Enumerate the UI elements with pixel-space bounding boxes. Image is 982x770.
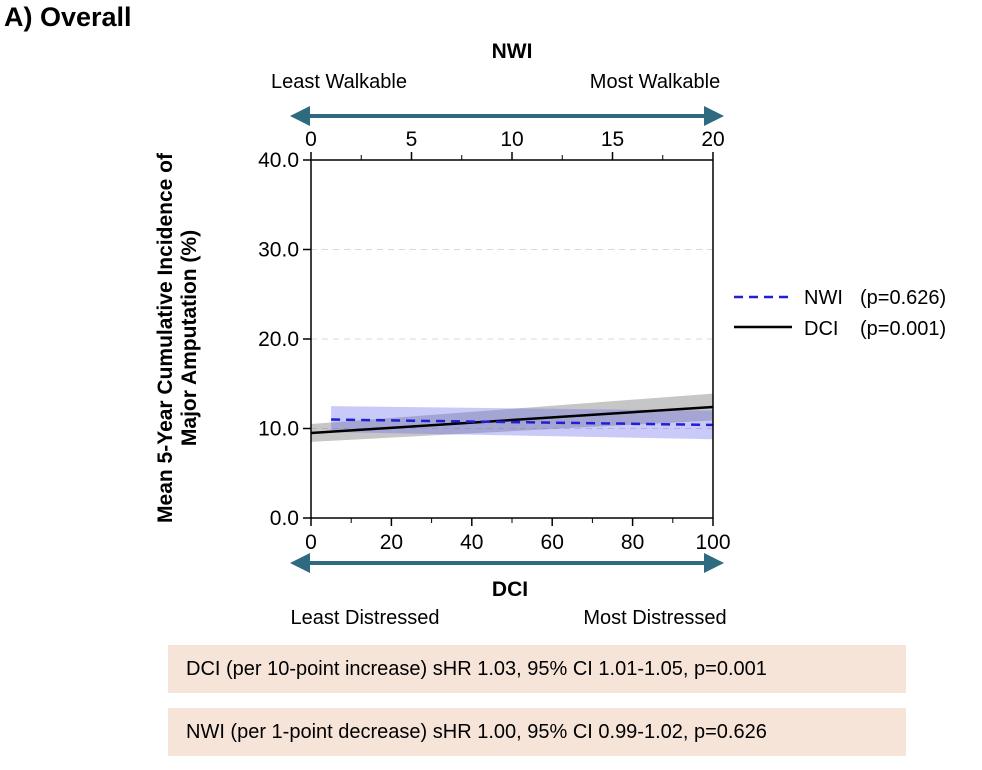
y-axis-label-line2: Major Amputation (%)	[178, 230, 201, 446]
dci-ticks: 0 20 40 60 80 100	[305, 518, 731, 554]
dci-tick-label: 40	[460, 531, 483, 554]
nwi-tick-label: 5	[406, 128, 418, 151]
y-tick-label: 30.0	[258, 239, 299, 262]
dci-result-box: DCI (per 10-point increase) sHR 1.03, 95…	[168, 645, 906, 693]
top-axis-name: NWI	[491, 40, 533, 63]
legend-dci-p: (p=0.001)	[860, 318, 946, 340]
nwi-result-box: NWI (per 1-point decrease) sHR 1.00, 95%…	[168, 708, 906, 756]
dci-series-line	[310, 405, 714, 435]
dci-tick-label: 100	[695, 531, 730, 554]
top-axis-left-label: Least Walkable	[271, 71, 407, 93]
nwi-tick-label: 0	[305, 128, 317, 151]
bottom-axis-left-label: Least Distressed	[290, 607, 440, 629]
y-axis-label: Mean 5-Year Cumulative Incidence of Majo…	[154, 152, 201, 523]
nwi-tick-label: 10	[500, 128, 523, 151]
dci-tick-label: 80	[621, 531, 644, 554]
bottom-axis-name: DCI	[491, 578, 529, 601]
nwi-tick-label: 15	[601, 128, 624, 151]
legend-nwi-p: (p=0.626)	[860, 287, 946, 309]
y-axis-label-line1: Mean 5-Year Cumulative Incidence of	[154, 152, 177, 523]
panel-title: A) Overall	[4, 2, 132, 32]
dci-tick-label: 60	[541, 531, 564, 554]
legend: NWI (p=0.626) DCI (p=0.001)	[734, 287, 946, 340]
y-tick-label: 40.0	[258, 149, 299, 172]
dci-tick-label: 0	[305, 531, 317, 554]
top-axis-right-label: Most Walkable	[589, 71, 721, 93]
y-tick-label: 0.0	[270, 507, 299, 530]
nwi-ticks: 0 5 10 15 20	[305, 128, 725, 160]
bottom-axis-right-label: Most Distressed	[583, 607, 727, 629]
legend-nwi-label: NWI	[804, 287, 843, 309]
dci-confidence-band	[311, 393, 713, 442]
y-tick-label: 10.0	[258, 418, 299, 441]
nwi-tick-label: 20	[701, 128, 724, 151]
y-tick-label: 20.0	[258, 328, 299, 351]
y-ticks: 0.0 10.0 20.0 30.0 40.0	[258, 149, 311, 530]
dci-tick-label: 20	[380, 531, 403, 554]
legend-dci-label: DCI	[804, 318, 838, 340]
nwi-series-line	[331, 418, 714, 427]
chart: 0.0 10.0 20.0 30.0 40.0 0 20 40 60 80 100 0 5 10 15 2…	[154, 106, 946, 573]
